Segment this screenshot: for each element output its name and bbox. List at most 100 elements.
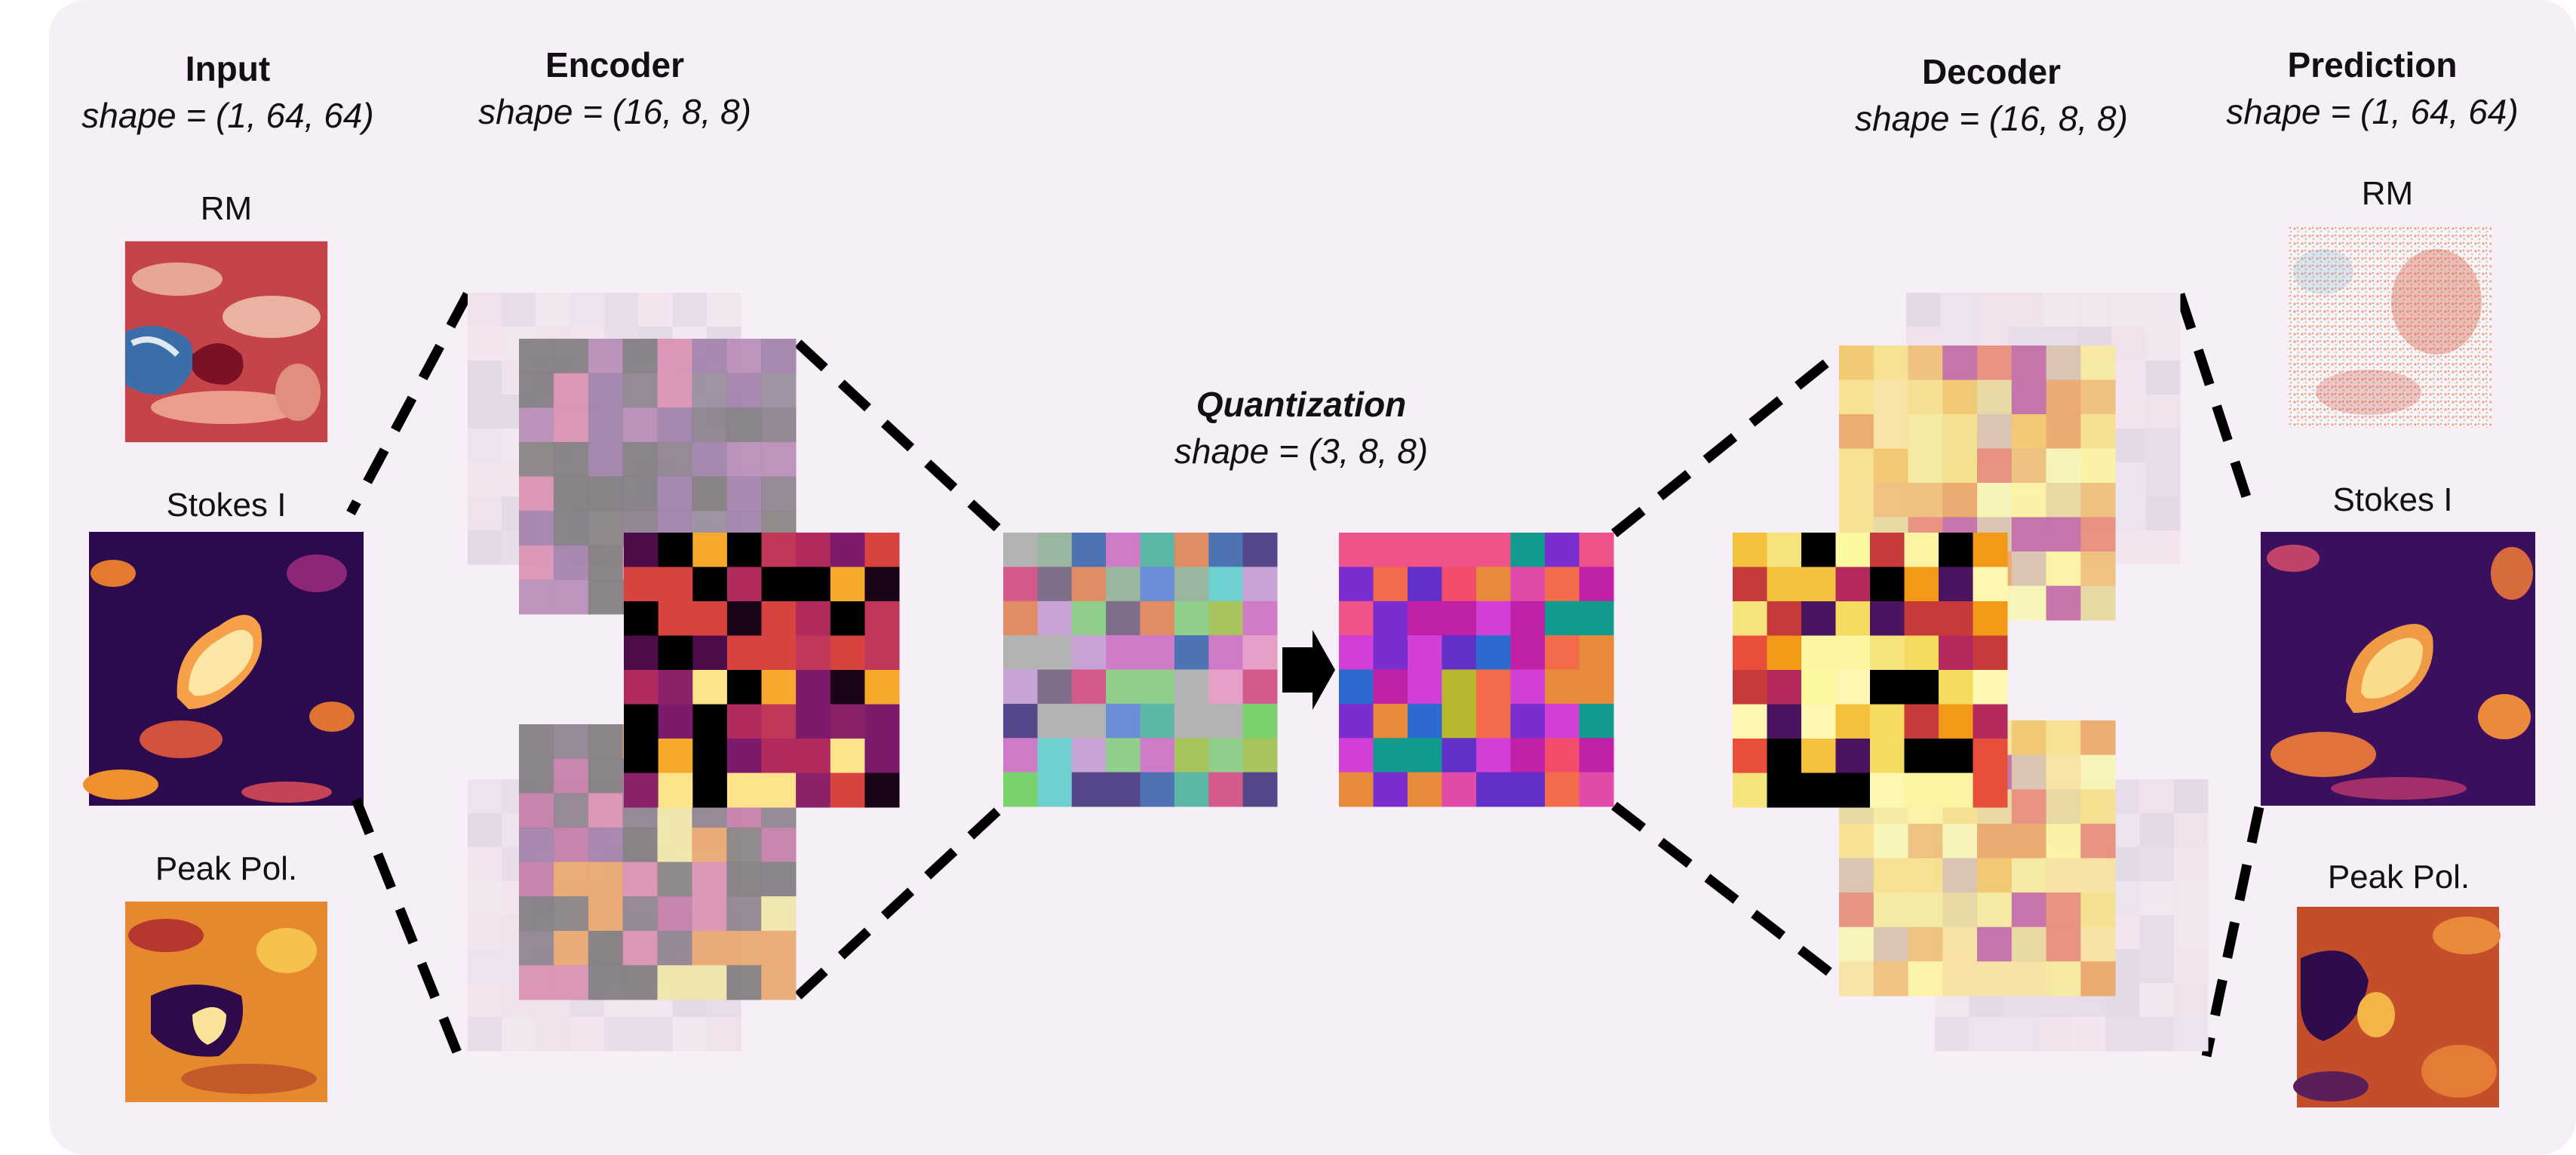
dec-mid-top-cell — [1977, 346, 2013, 380]
dec-mid-bottom-cell — [2046, 789, 2081, 825]
dec-mid-bottom-cell — [1942, 823, 1978, 859]
quant-in-cell — [1140, 738, 1175, 773]
enc-front-cell — [726, 601, 762, 636]
quantization-output-grid — [1339, 533, 1614, 807]
dec-front-cell — [1767, 567, 1802, 602]
dec-back-top-cell — [2111, 395, 2147, 429]
dec-back-bottom-cell — [1969, 1017, 2004, 1052]
dec-mid-bottom-cell — [2046, 961, 2081, 997]
quant-out-cell — [1408, 669, 1442, 705]
enc-mid-bottom-cell — [692, 965, 727, 1000]
quant-out-cell — [1545, 533, 1580, 567]
enc-mid-top-cell — [553, 339, 589, 374]
dec-mid-top-cell — [1942, 483, 1978, 518]
encoder-title: Encoder — [545, 45, 685, 84]
enc-front-cell — [726, 773, 762, 808]
enc-front-cell — [830, 533, 865, 567]
dec-back-bottom-cell — [2105, 1017, 2141, 1052]
input-stokes-label: Stokes I — [166, 487, 287, 524]
enc-mid-top-cell — [519, 545, 554, 580]
enc-front-cell — [761, 567, 797, 602]
enc-mid-top-cell — [692, 476, 727, 511]
quant-in-cell — [1071, 601, 1107, 636]
quant-out-cell — [1442, 738, 1477, 773]
prediction-header: Prediction shape = (1, 64, 64) — [2226, 41, 2518, 135]
enc-mid-bottom-cell — [726, 965, 762, 1000]
dec-mid-bottom-cell — [1839, 892, 1874, 928]
dec-back-bottom-cell — [2173, 881, 2209, 916]
quant-in-cell — [1003, 567, 1038, 602]
dec-front-cell — [1767, 533, 1802, 567]
quant-in-cell — [1003, 772, 1038, 807]
quant-in-cell — [1037, 533, 1073, 567]
decoder-title: Decoder — [1921, 52, 2062, 91]
enc-mid-top-cell — [657, 373, 692, 408]
dec-mid-bottom-cell — [2011, 926, 2047, 962]
dec-front-cell — [1870, 567, 1905, 602]
enc-mid-top-cell — [726, 339, 762, 374]
enc-mid-bottom-cell — [553, 965, 589, 1000]
enc-mid-top-cell — [588, 339, 624, 374]
enc-front-cell — [658, 739, 693, 773]
enc-mid-top-cell — [726, 407, 762, 443]
quant-out-cell — [1339, 738, 1374, 773]
enc-front-cell — [692, 739, 728, 773]
dec-mid-top-cell — [2046, 483, 2081, 518]
dec-back-top-cell — [2111, 462, 2147, 497]
enc-mid-top-cell — [588, 511, 624, 546]
enc-front-cell — [796, 704, 831, 739]
dec-front-cell — [1801, 670, 1836, 705]
dec-mid-top-cell — [2046, 585, 2081, 621]
enc-front-cell — [624, 704, 659, 739]
enc-front-cell — [796, 773, 831, 808]
enc-back-bottom-cell — [468, 847, 502, 882]
input-encoder-top-line — [346, 291, 472, 516]
dec-mid-bottom-cell — [2011, 892, 2047, 928]
quant-in-cell — [1003, 669, 1038, 705]
enc-front-cell — [761, 533, 797, 567]
enc-mid-bottom-cell — [622, 862, 658, 897]
dec-back-top-cell — [1940, 293, 1976, 327]
dec-front-cell — [1973, 533, 2008, 567]
quant-out-cell — [1510, 669, 1546, 705]
enc-front-cell — [761, 739, 797, 773]
dec-back-bottom-cell — [2173, 813, 2209, 848]
dec-front-cell — [1939, 635, 1973, 671]
quant-out-cell — [1545, 601, 1580, 636]
dec-mid-bottom-cell — [1942, 858, 1978, 893]
dec-back-bottom-cell — [2139, 813, 2175, 848]
enc-mid-top-cell — [657, 441, 692, 477]
enc-mid-top-cell — [519, 407, 554, 443]
dec-mid-top-cell — [1942, 448, 1978, 484]
enc-mid-top-cell — [726, 373, 762, 408]
dec-front-cell — [1973, 635, 2008, 671]
quant-out-cell — [1442, 703, 1477, 739]
dec-mid-bottom-cell — [2046, 754, 2081, 790]
dec-front-cell — [1767, 635, 1802, 671]
quant-in-cell — [1106, 738, 1141, 773]
enc-mid-bottom-cell — [519, 930, 554, 966]
enc-mid-bottom-cell — [657, 965, 692, 1000]
quant-out-cell — [1339, 567, 1374, 602]
enc-front-cell — [796, 635, 831, 671]
enc-mid-bottom-cell — [519, 965, 554, 1000]
dec-mid-top-cell — [1873, 414, 1909, 449]
quant-out-cell — [1373, 703, 1408, 739]
quant-out-cell — [1442, 669, 1477, 705]
quant-out-cell — [1476, 703, 1511, 739]
enc-mid-top-cell — [588, 373, 624, 408]
quant-in-cell — [1071, 635, 1107, 670]
quant-out-cell — [1545, 669, 1580, 705]
dec-back-bottom-cell — [2173, 915, 2209, 950]
enc-front-cell — [796, 739, 831, 773]
dec-mid-top-cell — [2080, 414, 2116, 449]
enc-mid-top-cell — [761, 373, 797, 408]
dec-back-top-cell — [2111, 293, 2147, 327]
dec-mid-top-cell — [1839, 346, 1874, 380]
dec-mid-top-cell — [1908, 379, 1943, 415]
dec-back-top-cell — [2043, 293, 2078, 327]
dec-back-top-cell — [2111, 496, 2147, 531]
enc-back-bottom-cell — [604, 1017, 639, 1052]
prediction-rm-image — [2288, 226, 2492, 428]
